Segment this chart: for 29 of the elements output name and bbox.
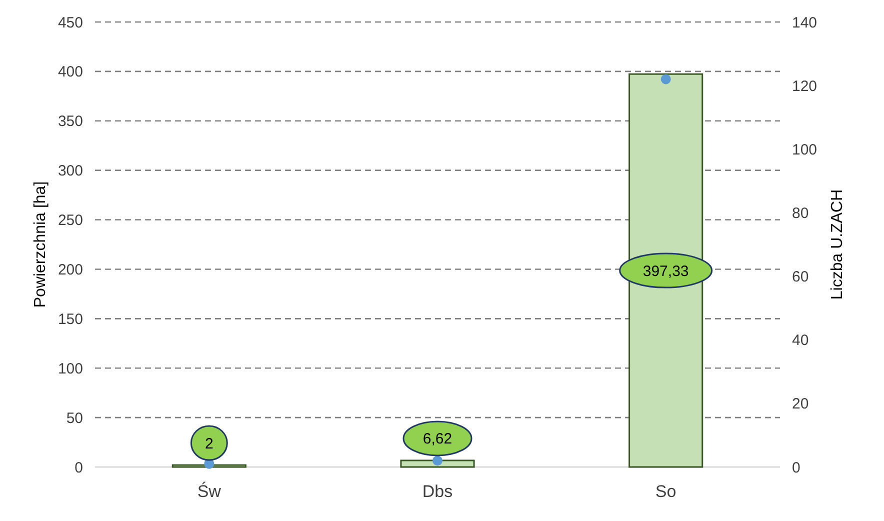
y-tick-label: 350	[58, 113, 83, 130]
y-tick-label: 100	[58, 360, 83, 378]
data-label: 2	[204, 435, 214, 452]
x-tick-label: So	[655, 482, 676, 501]
y2-tick-label: 40	[792, 332, 809, 350]
y-tick-label: 50	[66, 410, 83, 427]
y2-axis-title: Liczba U.ZACH	[829, 189, 846, 300]
y2-tick-label: 60	[792, 268, 809, 286]
y-tick-label: 200	[58, 261, 83, 278]
y2-tick-label: 80	[792, 204, 809, 222]
y2-tick-label: 140	[792, 14, 818, 32]
y2-tick-label: 120	[792, 78, 818, 95]
y-tick-label: 300	[58, 162, 83, 180]
y2-tick-label: 20	[792, 396, 809, 413]
data-label: 6,62	[422, 430, 452, 448]
y-tick-label: 250	[58, 212, 83, 230]
x-tick-label: Dbs	[422, 482, 453, 501]
bar	[400, 460, 475, 468]
y2-tick-label: 100	[792, 141, 818, 158]
x-tick-label: Św	[197, 481, 222, 501]
y-tick-label: 0	[74, 459, 83, 476]
y-tick-label: 150	[58, 310, 83, 328]
y-tick-label: 400	[58, 64, 83, 81]
point	[432, 456, 442, 466]
data-label: 397,33	[642, 262, 689, 280]
y2-tick-label: 0	[792, 459, 800, 476]
y-tick-label: 450	[58, 14, 83, 32]
point	[660, 74, 671, 84]
y-axis-title: Powierzchnia [ha]	[32, 181, 49, 308]
